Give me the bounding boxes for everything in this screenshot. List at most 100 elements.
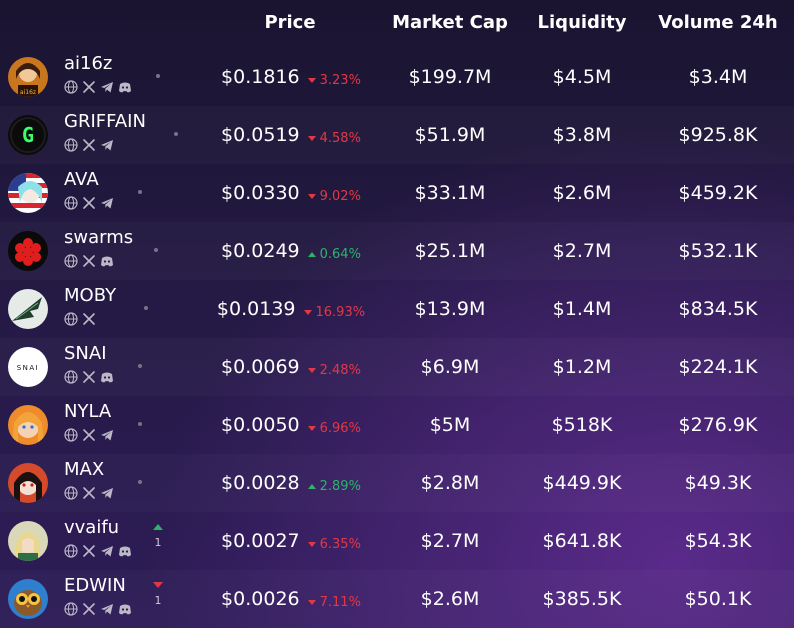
token-name[interactable]: swarms [64,227,134,248]
rank-change-count: 1 [154,594,162,607]
x-icon[interactable] [82,311,96,325]
rank-down-icon [153,582,163,588]
globe-icon[interactable] [64,485,78,500]
telegram-icon[interactable] [100,137,114,151]
price-change-value: 2.48% [319,363,361,378]
telegram-icon[interactable] [100,79,114,93]
table-row[interactable]: swarms $0.0249 0.64% $25.1M $2.7M $532.1K [0,222,794,280]
token-name[interactable]: SNAI [64,343,107,364]
price-change-value: 6.35% [319,537,361,552]
price-change-value: 9.02% [319,189,361,204]
token-name[interactable]: EDWIN [64,575,126,596]
x-icon[interactable] [82,427,96,441]
rank-change-indicator: 1 [150,582,166,607]
status-dot [154,248,158,252]
liquidity-value: $518K [551,414,613,436]
social-links [64,543,132,558]
price-change-value: 7.11% [319,595,361,610]
price-cell: $0.0027 6.35% [196,530,386,552]
table-row[interactable]: ai16z ai16z $0.1816 3.23% $199.7M $4.5M $3.4M [0,48,794,106]
discord-icon[interactable] [118,543,132,557]
token-name[interactable]: AVA [64,169,99,190]
social-links [64,601,132,616]
social-links [64,253,114,268]
market-cap-value: $2.6M [420,588,480,610]
globe-icon[interactable] [64,369,78,384]
globe-icon[interactable] [64,253,78,268]
globe-icon[interactable] [64,543,78,558]
price-value: $0.0519 [221,124,300,146]
globe-icon[interactable] [64,427,78,442]
globe-icon[interactable] [64,311,78,326]
x-icon[interactable] [82,369,96,383]
token-name[interactable]: NYLA [64,401,112,422]
token-name[interactable]: MOBY [64,285,117,306]
market-cap-value: $199.7M [408,66,492,88]
telegram-icon[interactable] [100,427,114,441]
column-header-volume-24h[interactable]: Volume 24h [658,12,778,33]
status-dot [138,480,142,484]
table-row[interactable]: AVA $0.0330 9.02% $33.1M $2.6M $459.2K [0,164,794,222]
price-change: 6.96% [307,421,361,436]
caret-down-icon [307,194,316,199]
volume-24h-value: $276.9K [678,414,758,436]
discord-icon[interactable] [100,369,114,383]
discord-icon[interactable] [118,601,132,615]
globe-icon[interactable] [64,79,78,94]
table-row[interactable]: G GRIFFAIN $0.0519 4.58% $51.9M $3.8M $925.8K [0,106,794,164]
x-icon[interactable] [82,543,96,557]
svg-text:SNAI: SNAI [17,364,40,372]
market-cap-value: $6.9M [420,356,480,378]
discord-icon[interactable] [100,253,114,267]
social-links [64,485,114,500]
social-links [64,311,96,326]
globe-icon[interactable] [64,601,78,616]
x-icon[interactable] [82,195,96,209]
telegram-icon[interactable] [100,601,114,615]
price-value: $0.0026 [221,588,300,610]
column-header-liquidity[interactable]: Liquidity [537,12,627,33]
volume-24h-value: $224.1K [678,356,758,378]
table-row[interactable]: EDWIN 1 $0.0026 7.11% $2.6M $385.5K $50.1K [0,570,794,628]
table-header: Price Market Cap Liquidity Volume 24h [0,0,794,48]
table-row[interactable]: vvaifu 1 $0.0027 6.35% $2.7M $641.8K $54.3K [0,512,794,570]
liquidity-value: $641.8K [542,530,622,552]
column-header-price[interactable]: Price [264,12,316,33]
caret-up-icon [307,252,316,257]
x-icon[interactable] [82,79,96,93]
telegram-icon[interactable] [100,195,114,209]
telegram-icon[interactable] [100,485,114,499]
globe-icon[interactable] [64,195,78,210]
svg-text:G: G [22,123,34,147]
token-name[interactable]: GRIFFAIN [64,111,146,132]
volume-24h-value: $925.8K [678,124,758,146]
social-links [64,79,132,94]
x-icon[interactable] [82,137,96,151]
price-change-value: 16.93% [315,305,366,320]
price-cell: $0.0330 9.02% [196,182,386,204]
table-row[interactable]: MOBY $0.0139 16.93% $13.9M $1.4M $834.5K [0,280,794,338]
price-cell: $0.0069 2.48% [196,356,386,378]
market-cap-value: $2.7M [420,530,480,552]
table-row[interactable]: MAX $0.0028 2.89% $2.8M $449.9K $49.3K [0,454,794,512]
x-icon[interactable] [82,253,96,267]
telegram-icon[interactable] [100,543,114,557]
token-name[interactable]: MAX [64,459,105,480]
snai-avatar: SNAI [8,347,48,387]
globe-icon[interactable] [64,137,78,152]
caret-down-icon [307,542,316,547]
token-name[interactable]: ai16z [64,53,113,74]
price-change-value: 2.89% [319,479,361,494]
liquidity-value: $3.8M [552,124,612,146]
table-row[interactable]: NYLA $0.0050 6.96% $5M $518K $276.9K [0,396,794,454]
status-dot [174,132,178,136]
discord-icon[interactable] [118,79,132,93]
table-row[interactable]: SNAI SNAI $0.0069 2.48% $6.9M $1.2M $224.1K [0,338,794,396]
x-icon[interactable] [82,485,96,499]
column-header-market-cap[interactable]: Market Cap [392,12,508,33]
vvaifu-avatar [8,521,48,561]
x-icon[interactable] [82,601,96,615]
token-name[interactable]: vvaifu [64,517,120,538]
rank-change-count: 1 [154,536,162,549]
